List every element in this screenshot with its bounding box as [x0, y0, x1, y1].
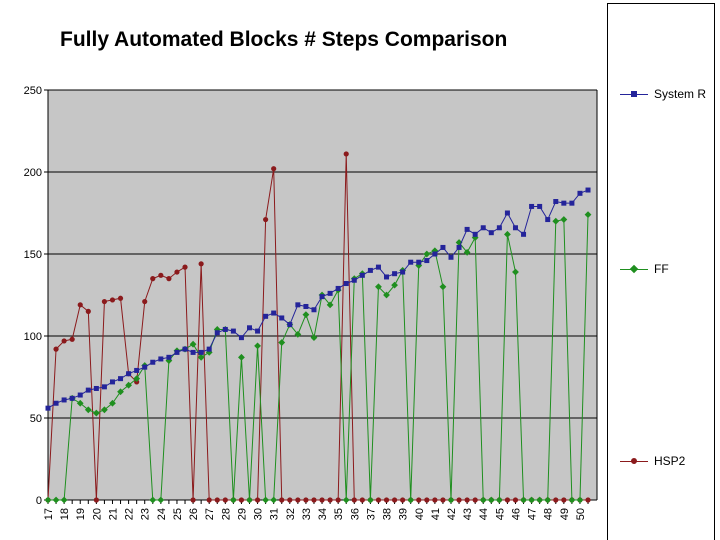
x-tick-label: 42 [446, 508, 458, 520]
x-axis-labels: 17 18 19 20 21 22 23 24 25 26 27 28 29 30 31 32 33 34 35 36… [43, 500, 589, 520]
series-system-r [45, 187, 591, 411]
x-tick-label: 25 [172, 508, 184, 520]
x-tick-label: 40 [414, 508, 426, 520]
hsp2-series-marker-icon [620, 456, 648, 466]
x-tick-label: 47 [527, 508, 539, 520]
x-tick-label: 29 [236, 508, 248, 520]
legend-entry-hsp2: HSP2 [620, 454, 685, 468]
x-tick-label: 44 [478, 508, 490, 520]
y-tick-label: 150 [24, 249, 42, 261]
x-tick-label: 33 [301, 508, 313, 520]
x-tick-label: 21 [107, 508, 119, 520]
x-tick-label: 37 [365, 508, 377, 520]
x-tick-label: 50 [575, 508, 587, 520]
system-r-series-marker-icon [620, 89, 648, 99]
x-tick-label: 24 [156, 508, 168, 520]
x-tick-label: 41 [430, 508, 442, 520]
x-tick-label: 20 [91, 508, 103, 520]
x-tick-label: 36 [349, 508, 361, 520]
x-tick-label: 30 [253, 508, 265, 520]
x-tick-label: 39 [398, 508, 410, 520]
x-tick-label: 23 [140, 508, 152, 520]
legend-label-hsp2: HSP2 [654, 454, 686, 468]
x-tick-label: 27 [204, 508, 216, 520]
y-tick-label: 200 [24, 167, 42, 179]
y-tick-label: 50 [30, 413, 42, 425]
legend-entry-ff: FF [620, 262, 669, 276]
x-tick-label: 38 [382, 508, 394, 520]
x-tick-label: 43 [462, 508, 474, 520]
x-tick-label: 26 [188, 508, 200, 520]
x-tick-label: 46 [510, 508, 522, 520]
gridlines: 0 50 100 150 200 250 [24, 85, 598, 507]
legend: System R FF HSP2 [607, 3, 715, 540]
x-tick-label: 32 [285, 508, 297, 520]
y-tick-label: 250 [24, 85, 42, 97]
x-tick-label: 28 [220, 508, 232, 520]
y-tick-label: 0 [36, 495, 42, 507]
x-tick-label: 22 [124, 508, 136, 520]
ff-series-marker-icon [620, 264, 648, 274]
x-tick-label: 31 [269, 508, 281, 520]
x-tick-label: 48 [543, 508, 555, 520]
x-tick-label: 34 [317, 508, 329, 520]
x-tick-label: 45 [494, 508, 506, 520]
legend-label-ff: FF [654, 262, 669, 276]
x-tick-label: 17 [43, 508, 55, 520]
x-tick-label: 49 [559, 508, 571, 520]
legend-label-system-r: System R [654, 87, 707, 101]
legend-entry-system-r: System R [620, 87, 706, 101]
chart-title: Fully Automated Blocks # Steps Compariso… [60, 28, 508, 51]
x-tick-label: 19 [75, 508, 87, 520]
y-tick-label: 100 [24, 331, 42, 343]
x-tick-label: 35 [333, 508, 345, 520]
x-tick-label: 18 [59, 508, 71, 520]
